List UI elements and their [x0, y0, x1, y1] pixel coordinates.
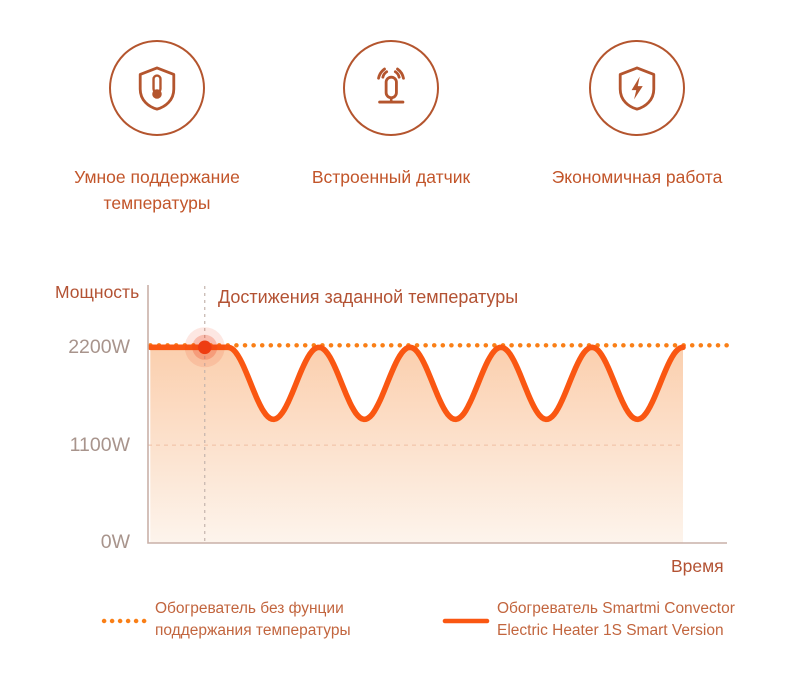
shield-thermometer-icon — [109, 40, 205, 136]
legend-dotted-swatch — [101, 618, 149, 624]
feature-label: Встроенный датчик — [311, 167, 471, 187]
shield-lightning-icon — [589, 40, 685, 136]
y-tick-2200w: 2200W — [68, 336, 130, 358]
feature-economical-operation: Экономичная работа — [537, 40, 737, 190]
y-tick-0w: 0W — [100, 531, 130, 553]
x-axis-label: Время — [671, 556, 724, 576]
legend-solid-swatch — [442, 618, 490, 624]
legend-label-no-maintenance: Обогреватель без фунции поддержания темп… — [155, 600, 351, 639]
feature-built-in-sensor: Встроенный датчик — [291, 40, 491, 190]
plot-svg — [147, 285, 730, 544]
feature-label: Умное поддержание температуры — [74, 167, 240, 213]
legend-label-smartmi-heater: Обогреватель Smartmi Convector Electric … — [497, 600, 735, 639]
feature-label: Экономичная работа — [551, 167, 723, 187]
sensor-signal-icon — [343, 40, 439, 136]
y-tick-1100w: 1100W — [69, 434, 130, 456]
feature-smart-temperature: Умное поддержание температуры — [57, 40, 257, 216]
y-axis-label: Мощность — [55, 282, 140, 302]
chart-annotation-title: Достижения заданной температуры — [218, 287, 519, 307]
